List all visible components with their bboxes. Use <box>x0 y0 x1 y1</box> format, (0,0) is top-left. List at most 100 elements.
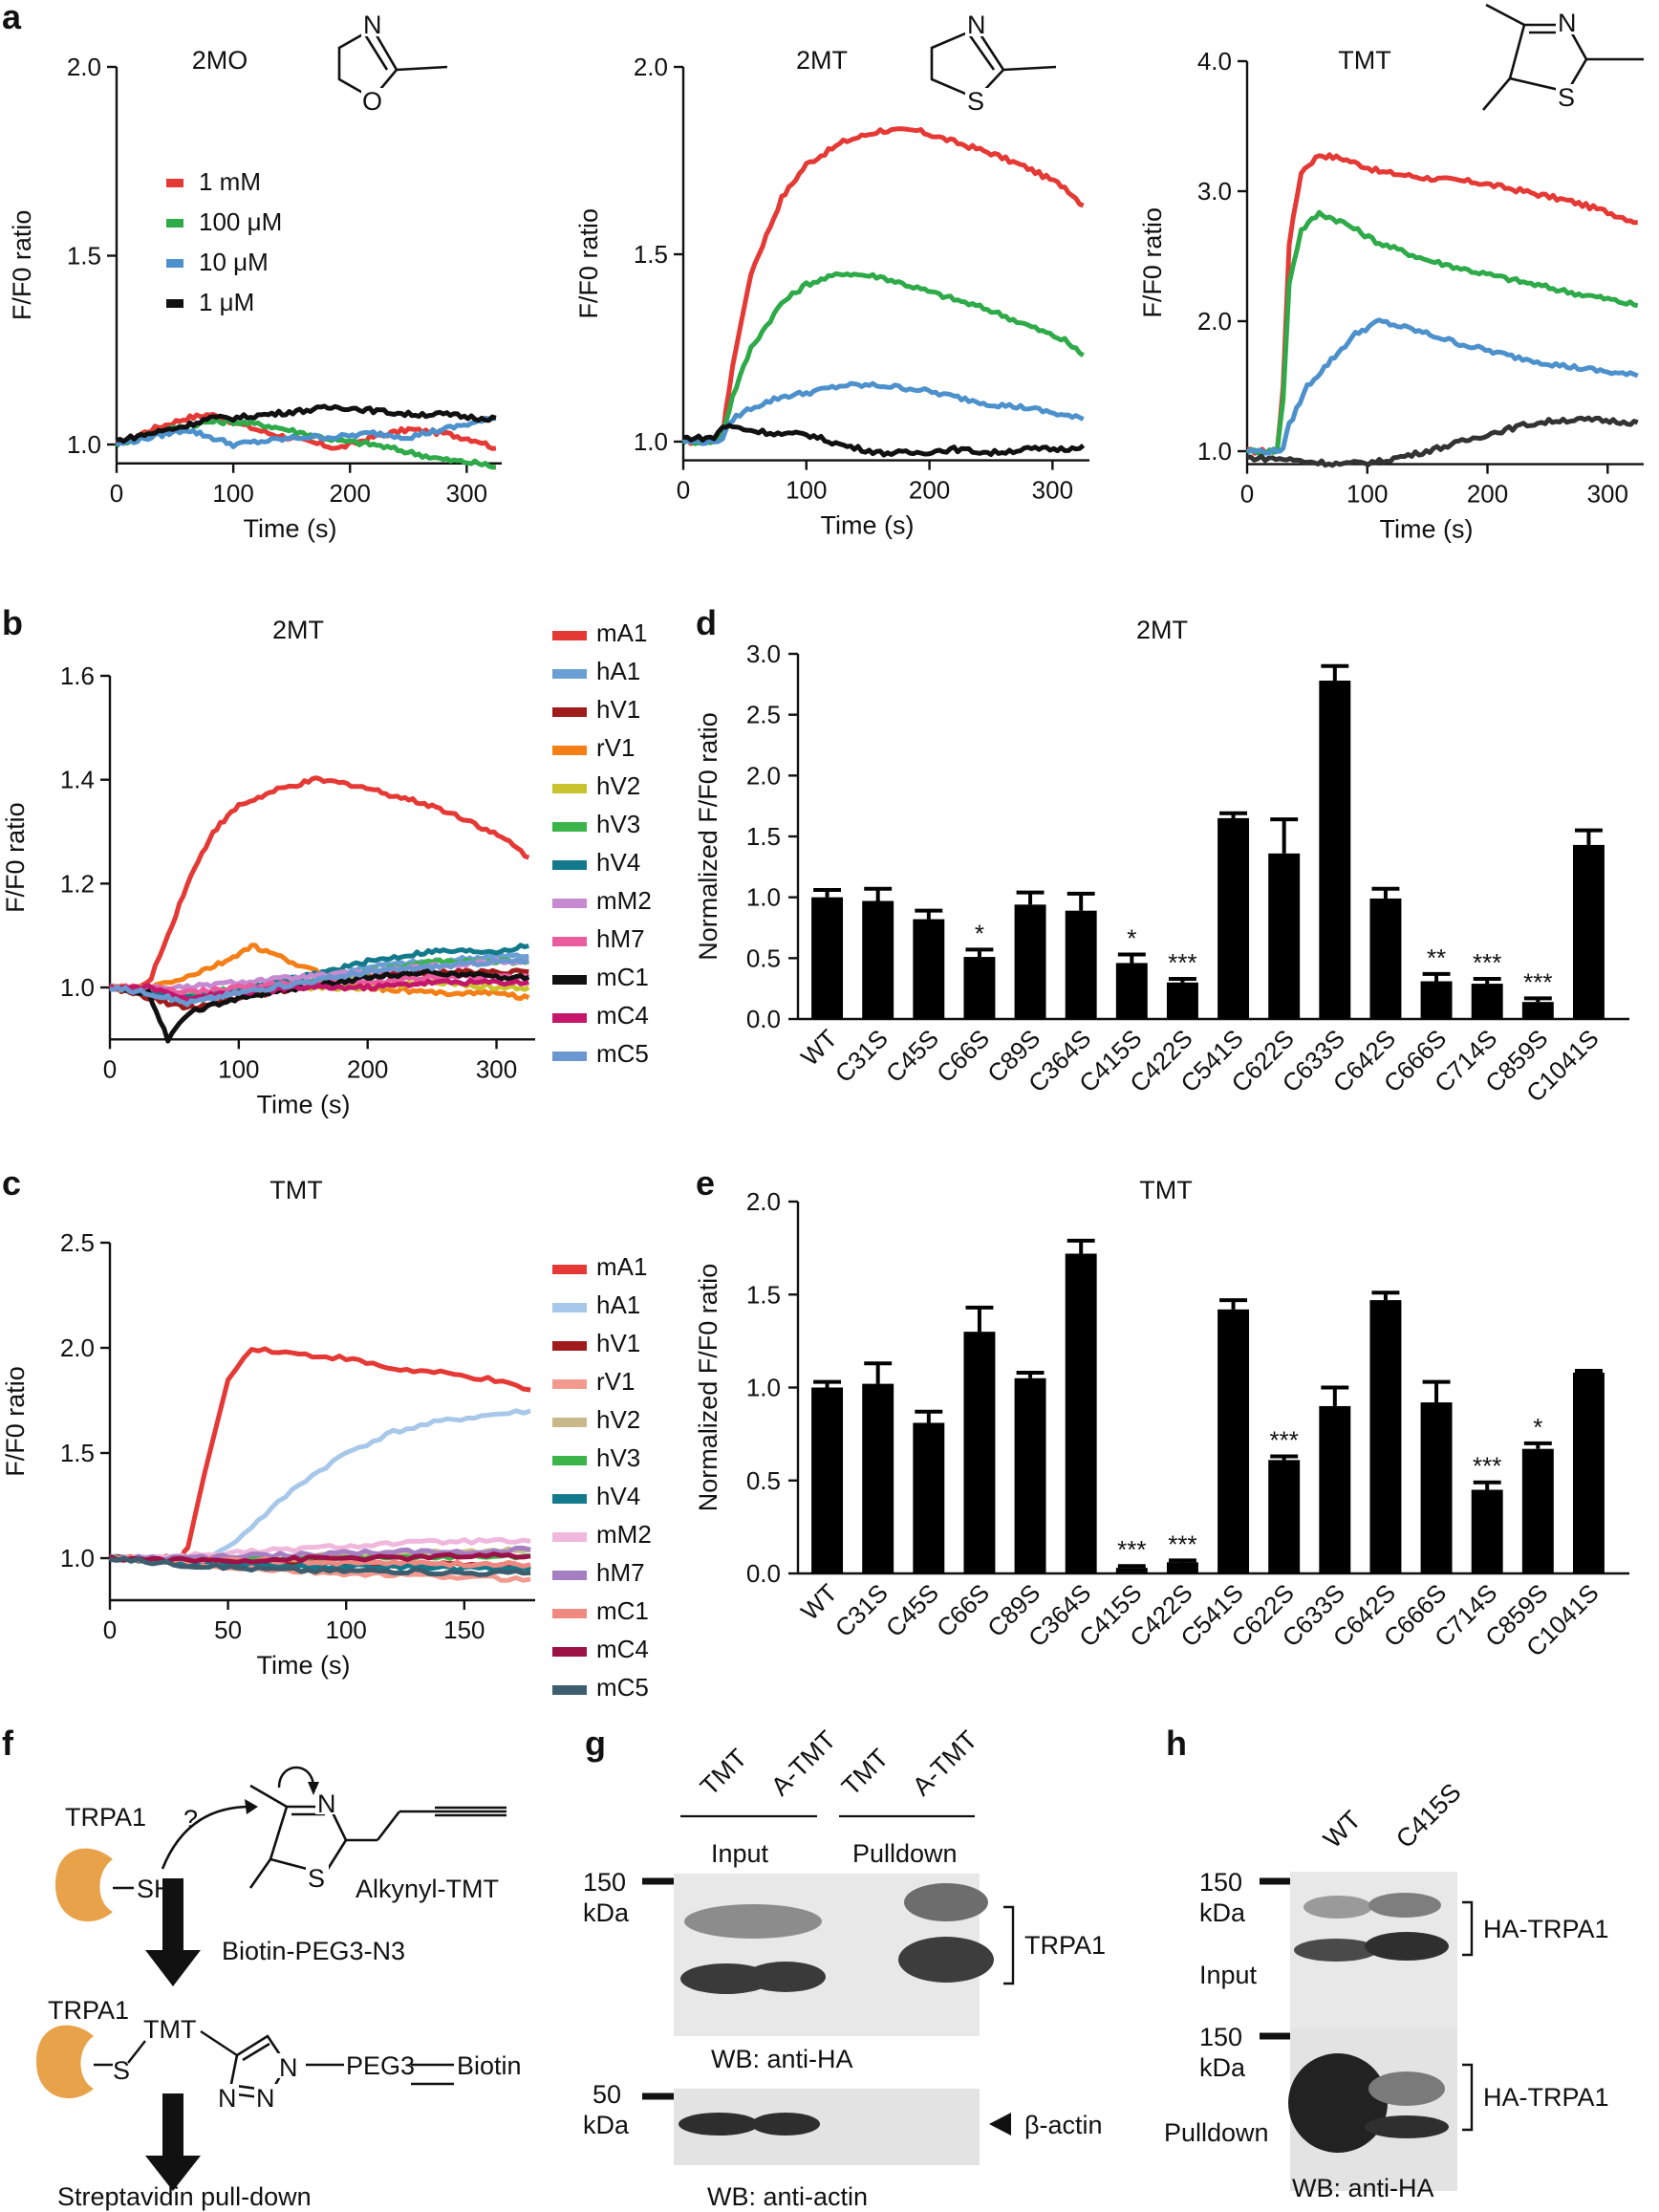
panel-label-e: e <box>696 1163 715 1203</box>
x-tick-label: 200 <box>1467 480 1508 509</box>
x-axis-label: Time (s) <box>257 1090 351 1118</box>
y-tick-label: 1.6 <box>60 661 95 690</box>
y-tick-label: 1.5 <box>634 240 668 269</box>
bar-wt <box>811 1387 844 1573</box>
x-tick-label: 100 <box>786 476 827 505</box>
panel-label-d: d <box>696 603 717 642</box>
significance-label: * <box>1127 924 1136 953</box>
chart-title: 2MT <box>1136 616 1188 644</box>
series-line-1m <box>1246 415 1639 468</box>
significance-label: *** <box>1270 1425 1299 1454</box>
atom-n: N <box>317 1789 336 1818</box>
legend-label: mA1 <box>596 618 647 647</box>
legend-swatch <box>552 1456 587 1465</box>
significance-label: * <box>1533 1413 1542 1442</box>
bar-c859s <box>1521 1448 1554 1573</box>
atom-n: N <box>967 11 986 39</box>
y-axis-label: F/F0 ratio <box>1 802 30 913</box>
bar-c1041s <box>1572 844 1605 1019</box>
chart-2mo: 1.0 1.5 2.0 0 100 200 300 Time (s) F/F0 ratio 2MO… <box>8 46 502 543</box>
bar-c633s <box>1319 1405 1351 1573</box>
x-tick-label: 200 <box>347 1054 388 1083</box>
x-tick-label: 50 <box>214 1616 242 1644</box>
series-line-1m <box>682 423 1086 458</box>
atom-s: S <box>967 87 984 116</box>
y-tick-label: 1.0 <box>1197 437 1232 466</box>
atom-o: O <box>362 87 382 116</box>
legend-swatch <box>552 975 587 985</box>
significance-label: *** <box>1523 967 1552 996</box>
chart-title: TMT <box>1139 1176 1192 1204</box>
sulfur-label: S <box>113 2056 130 2085</box>
bar-c666s <box>1420 981 1453 1019</box>
significance-label: *** <box>1168 948 1196 977</box>
bar-wt <box>811 897 844 1019</box>
bar-c66s <box>963 1332 996 1573</box>
y-tick-label: 1.5 <box>746 1280 781 1309</box>
x-axis-label: Time (s) <box>1380 515 1474 544</box>
x-axis-label: Time (s) <box>244 514 337 543</box>
legend-label: mC5 <box>596 1039 649 1068</box>
bar-c422s <box>1166 1562 1198 1573</box>
legend-swatch <box>166 259 183 268</box>
y-tick-label: 1.0 <box>60 973 95 1002</box>
protein-icon-top <box>55 1848 113 1922</box>
legend-label: hV2 <box>596 1405 640 1434</box>
series-line-10m <box>1245 317 1639 456</box>
legend-label: mC1 <box>596 963 649 991</box>
y-tick-label: 1.5 <box>60 1439 95 1467</box>
y-tick-label: 0.0 <box>746 1005 781 1033</box>
panel-h-western: WT C415S 150 kDa Input HA-TRPA1 150 kDa … <box>1164 1778 1609 2202</box>
trpa1-label-top: TRPA1 <box>65 1803 146 1832</box>
kda-label: kDa <box>583 1898 630 1927</box>
legend-swatch <box>552 937 587 946</box>
y-axis-label: Normalized F/F0 ratio <box>694 712 722 961</box>
legend-label: hV2 <box>596 771 640 800</box>
biotin-label: Biotin <box>457 2051 522 2080</box>
mw-150-label: 150 <box>583 1868 626 1897</box>
atom-s: S <box>308 1864 325 1893</box>
x-tick-label: 0 <box>1240 480 1254 509</box>
atom-n: N <box>279 2053 298 2082</box>
x-tick-label: 0 <box>103 1616 117 1644</box>
molecule-2mo <box>337 27 448 100</box>
y-tick-label: 1.4 <box>60 766 95 794</box>
trpa1-band-label: TRPA1 <box>1024 1931 1106 1960</box>
legend-swatch <box>552 822 587 832</box>
streptavidin-pulldown-label: Streptavidin pull-down <box>57 2182 312 2211</box>
y-tick-label: 1.0 <box>634 427 668 456</box>
legend-swatch <box>552 1647 587 1657</box>
legend-label: rV1 <box>596 733 635 762</box>
protein-icon-bottom <box>36 2025 94 2099</box>
mw-150-label: 150 <box>1199 2023 1242 2051</box>
y-tick-label: 2.0 <box>746 1187 781 1216</box>
lane-wt: WT <box>1318 1805 1367 1854</box>
series-line-ma1 <box>109 1346 531 1563</box>
legend-label: mA1 <box>596 1252 647 1281</box>
x-tick-label: 300 <box>1587 480 1628 509</box>
atom-n: N <box>256 2084 275 2113</box>
ha-trpa1-pulldown-label: HA-TRPA1 <box>1483 2083 1609 2112</box>
triazole-ring <box>227 2034 454 2100</box>
legend-label: hM7 <box>596 924 645 953</box>
bar-c622s <box>1268 1460 1301 1573</box>
y-axis-label: Normalized F/F0 ratio <box>694 1264 722 1512</box>
y-axis-label: F/F0 ratio <box>1 1366 30 1477</box>
x-tick-label: C66S <box>931 1024 995 1088</box>
bar-c45s <box>913 919 945 1019</box>
legend-swatch <box>552 860 587 870</box>
series-line-mc4 <box>108 1551 531 1565</box>
legend-label: mM2 <box>596 1520 652 1549</box>
y-tick-label: 0.5 <box>746 1466 781 1495</box>
y-tick-label: 2.0 <box>634 53 668 81</box>
x-tick-label: C45S <box>880 1024 944 1088</box>
panel-label-g: g <box>585 1724 606 1763</box>
chart-2mt-channels: 1.0 1.2 1.4 1.6 0 100 200 300 Time (s) F/F0 ratio… <box>1 616 652 1118</box>
molecule-2mt <box>930 27 1057 100</box>
bar-c415s <box>1115 963 1148 1019</box>
legend-swatch <box>552 707 587 717</box>
legend-label: hV1 <box>596 1329 640 1357</box>
significance-label: ** <box>1427 943 1446 972</box>
bar-c415s <box>1115 1568 1148 1573</box>
chart-2mt: 1.0 1.5 2.0 0 100 200 300 Time (s) F/F0 ratio 2MT <box>574 46 1089 540</box>
